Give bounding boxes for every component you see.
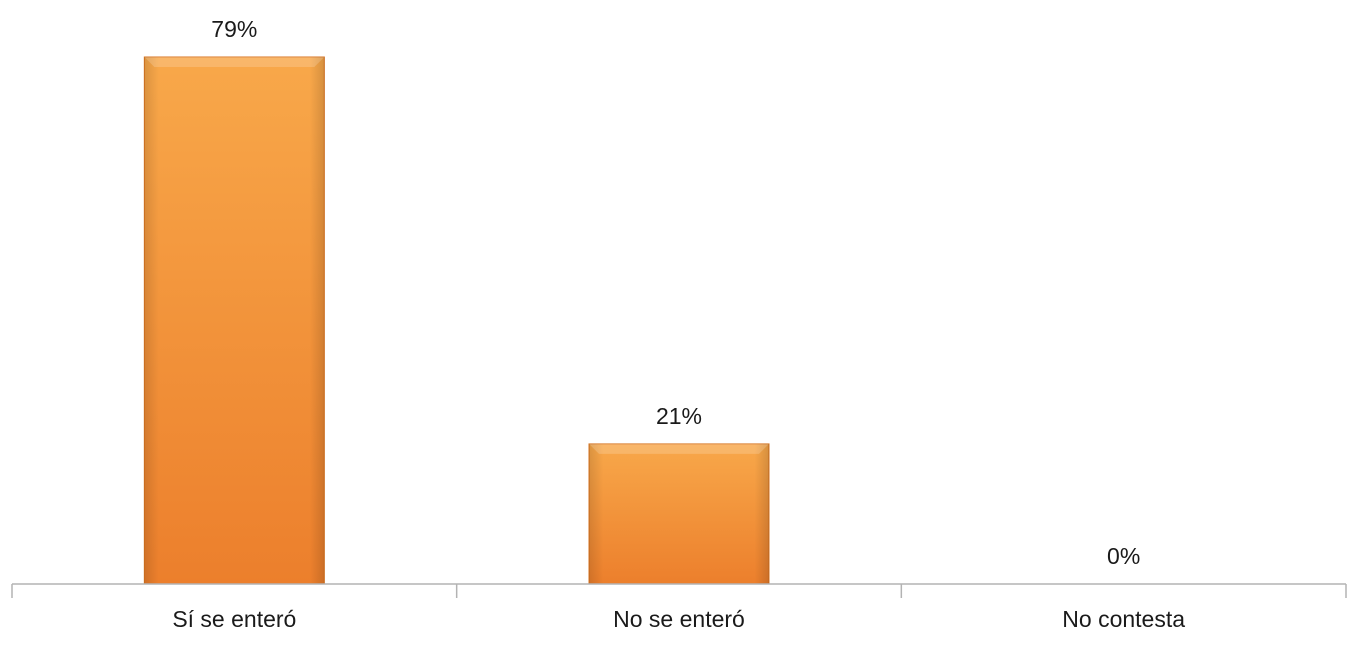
data-label: 21% bbox=[656, 403, 702, 429]
bar-bevel bbox=[144, 57, 325, 67]
bar bbox=[588, 443, 770, 585]
x-tick-labels: Sí se enteró No se enteró No contesta bbox=[172, 606, 1185, 632]
bar-bevel bbox=[589, 443, 769, 454]
data-label: 79% bbox=[211, 16, 257, 42]
bar-shade bbox=[589, 443, 769, 584]
x-tick-label: No contesta bbox=[1062, 606, 1185, 632]
x-tick-label: No se enteró bbox=[613, 606, 745, 632]
bars-layer bbox=[143, 56, 770, 585]
bar-shade bbox=[144, 57, 325, 584]
x-tick-label: Sí se enteró bbox=[172, 606, 296, 632]
data-labels-layer: 79% 21% 0% bbox=[211, 16, 1140, 569]
bar bbox=[143, 56, 325, 585]
data-label: 0% bbox=[1107, 543, 1140, 569]
x-axis bbox=[11, 583, 1347, 598]
